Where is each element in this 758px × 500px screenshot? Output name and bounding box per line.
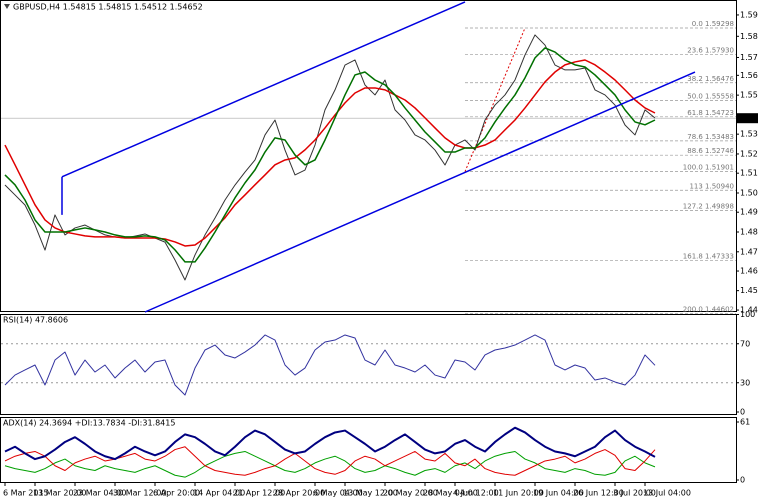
symbol-icon — [4, 4, 10, 9]
fibo-label: 127.2 1.49898 — [683, 202, 734, 210]
rsi-title: RSI(14) 47.8606 — [3, 316, 68, 325]
x-tick-label: 19 Jun 04:00 — [533, 489, 584, 498]
channel-line — [61, 1, 466, 178]
fibo-label: 100.0 1.51901 — [683, 164, 734, 172]
fibo-label: 113 1.50940 — [689, 182, 734, 190]
y-tick-label: 1.47770 — [740, 247, 758, 256]
y-tick-label: 1.53830 — [740, 130, 758, 139]
fibo-label: 61.8 1.54723 — [687, 109, 734, 117]
fibo-label: 78.6 1.53483 — [687, 133, 734, 141]
series-line — [4, 334, 656, 396]
y-tick-label: 1.44770 — [740, 306, 758, 315]
series-line — [4, 59, 656, 247]
y-tick-label: 0 — [740, 408, 745, 417]
series-line — [4, 34, 656, 281]
x-tick-label: 20 May 20:00 — [383, 489, 438, 498]
series-line — [4, 450, 656, 478]
x-tick-label: 13 May 12:00 — [343, 489, 398, 498]
y-tick-label: 1.58870 — [740, 32, 758, 41]
x-tick-label: 14 Apr 04:00 — [193, 489, 245, 498]
fibo-label: 23.6 1.57930 — [687, 47, 734, 55]
price-panel — [0, 0, 737, 312]
y-tick-label: 70 — [740, 339, 750, 348]
series-line — [4, 426, 656, 461]
fibo-label: 50.0 1.55558 — [687, 93, 734, 101]
y-tick-label: 1.49810 — [740, 208, 758, 217]
y-tick-label: 1.46780 — [740, 267, 758, 276]
y-tick-label: 1.50800 — [740, 188, 758, 197]
x-tick-label: 28 Apr 20:00 — [273, 489, 325, 498]
x-tick-label: 13 Jul 04:00 — [643, 489, 691, 498]
y-tick-label: 1.55840 — [740, 91, 758, 100]
adx-panel — [0, 417, 737, 483]
x-tick-label: 13 Mar 20:00 — [33, 489, 86, 498]
x-tick-label: 6 May 04:00 — [313, 489, 363, 498]
x-tick-label: 6 Apr 20:00 — [153, 489, 200, 498]
channel-line — [144, 71, 696, 313]
y-tick-label: 1.45770 — [740, 286, 758, 295]
y-tick-label: 1.59970 — [740, 10, 758, 19]
x-tick-label: 3 Jul 20:00 — [613, 489, 656, 498]
fibo-label: 161.8 1.47333 — [683, 252, 734, 260]
last-price-box — [737, 113, 758, 124]
fibo-label: 0.0 1.59298 — [692, 20, 734, 28]
x-tick-label: 30 Mar 12:00 — [113, 489, 166, 498]
fibo-label: 38.2 1.56476 — [687, 75, 734, 83]
y-tick-label: 1.52810 — [740, 149, 758, 158]
chart-title: GBPUSD,H4 1.54815 1.54815 1.54512 1.5465… — [13, 3, 203, 12]
x-tick-label: 6 Mar 2015 — [3, 489, 49, 498]
x-tick-label: 26 Jun 12:00 — [573, 489, 624, 498]
y-tick-label: 61 — [740, 418, 750, 427]
x-tick-label: 23 Mar 04:00 — [73, 489, 126, 498]
x-tick-label: 11 Jun 20:00 — [493, 489, 544, 498]
last-price-label: 1.54652 — [738, 114, 758, 122]
y-tick-label: 1.48790 — [740, 228, 758, 237]
x-tick-label: 21 Apr 12:00 — [233, 489, 285, 498]
y-tick-label: 30 — [740, 378, 750, 387]
fibo-label: 88.6 1.52746 — [687, 147, 734, 155]
y-tick-label: 1.57780 — [740, 53, 758, 62]
x-tick-label: 28 May 04:00 — [423, 489, 478, 498]
x-tick-label: 4 Jun 12:00 — [453, 489, 499, 498]
series-line — [4, 47, 656, 263]
rsi-panel — [0, 314, 737, 415]
y-tick-label: 1.51820 — [740, 169, 758, 178]
fibo-label: 200.0 1.44602 — [683, 305, 734, 313]
y-tick-label: 100 — [740, 310, 755, 319]
y-tick-label: 0 — [740, 476, 745, 485]
y-tick-label: 1.56860 — [740, 71, 758, 80]
adx-title: ADX(14) 24.3694 +DI:13.7834 -DI:31.8415 — [3, 419, 175, 428]
